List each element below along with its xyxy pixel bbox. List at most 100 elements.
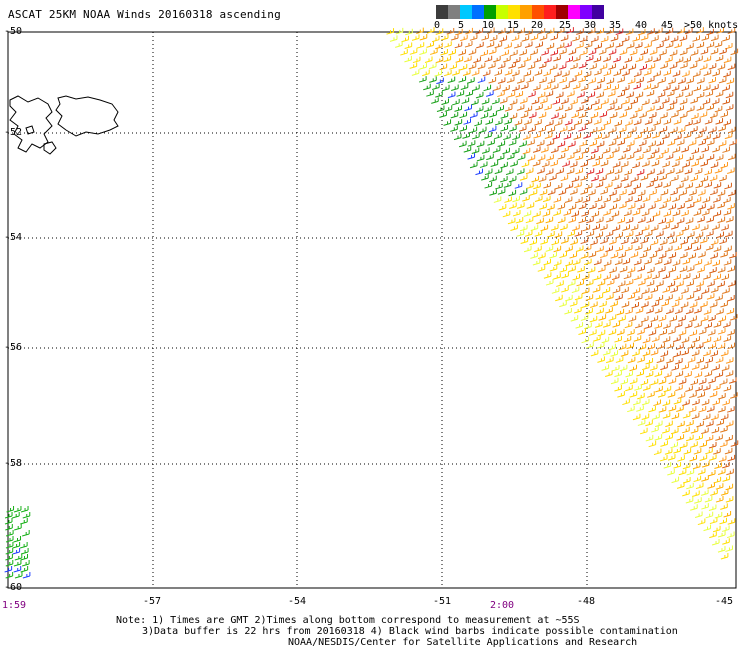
- wind-barb: [20, 566, 29, 573]
- wind-barb: [670, 174, 679, 182]
- wind-barb: [493, 84, 501, 92]
- wind-barb: [609, 266, 617, 274]
- wind-barb: [644, 56, 653, 63]
- wind-barb: [599, 174, 607, 182]
- wind-barb: [647, 343, 656, 350]
- wind-barb: [615, 28, 624, 35]
- wind-barb: [533, 56, 542, 63]
- wind-barb: [452, 69, 460, 76]
- wind-barb: [669, 62, 678, 70]
- wind-barb: [608, 343, 616, 351]
- lon-label-45: -45: [715, 596, 734, 607]
- wind-barb: [543, 181, 551, 189]
- wind-barb: [426, 90, 434, 97]
- wind-barb: [575, 153, 584, 161]
- wind-barb: [657, 266, 666, 273]
- wind-barb: [628, 188, 636, 196]
- wind-barb: [611, 273, 620, 281]
- wind-barb: [707, 280, 715, 287]
- wind-barb: [416, 27, 424, 35]
- wind-barb: [639, 63, 647, 71]
- colorbar-label-35: 35: [609, 20, 622, 31]
- wind-barb: [593, 83, 602, 91]
- wind-barb: [663, 385, 672, 393]
- wind-barb: [609, 189, 617, 197]
- wind-barb: [661, 132, 670, 140]
- wind-barb: [657, 391, 666, 398]
- wind-barb: [635, 230, 643, 237]
- wind-barb: [679, 189, 687, 196]
- wind-barb: [606, 77, 615, 85]
- wind-barb: [637, 392, 645, 400]
- wind-barb: [691, 160, 699, 167]
- wind-barb: [610, 350, 619, 357]
- wind-barb: [426, 27, 435, 34]
- wind-barb: [593, 56, 602, 63]
- wind-barb: [526, 182, 534, 189]
- wind-barb: [650, 238, 659, 246]
- wind-barb: [565, 245, 573, 252]
- wind-barb: [674, 307, 683, 315]
- wind-barb: [626, 140, 635, 147]
- wind-barb: [591, 175, 599, 182]
- wind-barb: [663, 118, 672, 125]
- wind-barb: [640, 301, 649, 308]
- wind-barb: [606, 279, 615, 286]
- wind-speed-colorbar: [436, 5, 604, 19]
- wind-barb: [680, 301, 689, 309]
- wind-barb: [667, 328, 676, 335]
- wind-barb: [667, 280, 676, 288]
- wind-barb: [692, 223, 700, 231]
- wind-barb: [718, 392, 726, 400]
- wind-barb: [714, 105, 723, 113]
- wind-barb: [729, 314, 738, 321]
- wind-barb: [611, 84, 620, 91]
- wind-barb: [595, 154, 603, 161]
- wind-barb: [568, 203, 577, 211]
- wind-barb: [723, 196, 731, 204]
- wind-barb: [720, 349, 729, 357]
- wind-barb: [426, 41, 434, 48]
- wind-barb: [646, 76, 655, 83]
- wind-barb: [653, 448, 662, 456]
- wind-barb: [655, 245, 663, 253]
- wind-barb: [471, 69, 480, 76]
- wind-barb: [588, 48, 597, 56]
- wind-barb: [574, 293, 583, 301]
- wind-barb: [530, 34, 539, 41]
- wind-barb: [704, 370, 713, 378]
- wind-barb: [455, 28, 463, 36]
- wind-barb: [608, 126, 617, 134]
- wind-barb: [486, 153, 494, 161]
- wind-barb: [557, 153, 566, 160]
- wind-barb: [640, 174, 649, 181]
- wind-barb: [439, 63, 448, 71]
- wind-barb: [597, 356, 605, 363]
- wind-barb: [680, 238, 688, 245]
- wind-barb: [514, 182, 523, 189]
- wind-barb: [722, 461, 730, 469]
- wind-barb: [612, 224, 621, 232]
- wind-barb: [663, 181, 671, 188]
- wind-barb: [564, 104, 573, 112]
- wind-barb: [534, 119, 542, 126]
- wind-barb: [597, 265, 606, 273]
- wind-barb: [635, 307, 644, 314]
- wind-barb: [667, 139, 676, 147]
- wind-barb: [669, 49, 678, 57]
- wind-barb: [590, 147, 599, 154]
- wind-barb: [620, 175, 629, 182]
- wind-barb: [596, 342, 605, 349]
- wind-barb: [520, 237, 529, 245]
- wind-barb: [634, 195, 643, 203]
- wind-barb: [640, 126, 648, 134]
- wind-barb: [617, 139, 625, 146]
- wind-barb: [705, 434, 714, 442]
- wind-barb: [444, 41, 452, 48]
- wind-barb: [579, 140, 587, 147]
- wind-barb: [595, 181, 604, 188]
- wind-barb: [700, 489, 709, 496]
- wind-barb: [517, 153, 526, 161]
- wind-barb: [685, 307, 694, 315]
- wind-barb: [610, 34, 619, 42]
